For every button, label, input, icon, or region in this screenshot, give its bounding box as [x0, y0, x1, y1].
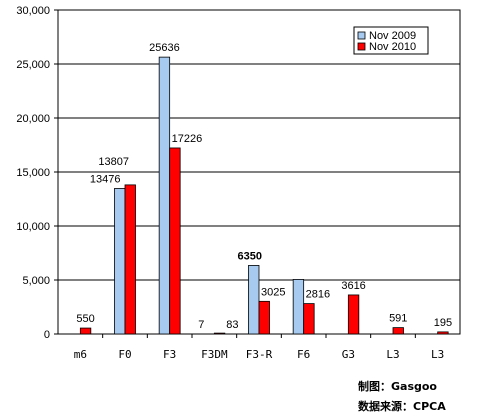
x-tick-label: L3 [386, 348, 399, 361]
x-tick-label: L3 [431, 348, 444, 361]
bars [79, 56, 449, 335]
bar [258, 300, 270, 335]
data-label: 3616 [341, 280, 365, 292]
x-tick-label: F0 [118, 348, 131, 361]
axes: 0 5,000 10,000 15,000 20,000 25,000 30,000 m6 F0… [16, 5, 444, 361]
bar [79, 327, 92, 335]
data-label: 3025 [261, 286, 285, 298]
y-tick-label: 5,000 [22, 275, 50, 287]
bar [347, 294, 360, 335]
data-label: 550 [76, 313, 94, 325]
data-label: 195 [434, 317, 452, 329]
data-source: 数据来源：CPCA [358, 400, 446, 413]
x-tick-label: F6 [297, 348, 310, 361]
legend-swatch [357, 31, 366, 40]
bar [437, 331, 449, 335]
bar [392, 327, 404, 335]
legend-label: Nov 2010 [369, 41, 416, 53]
x-tick-label: m6 [74, 348, 87, 361]
bar [292, 279, 305, 335]
x-tick-label: G3 [342, 348, 355, 361]
y-tick-label: 15,000 [16, 167, 50, 179]
data-label: 25636 [149, 42, 180, 54]
bar [124, 184, 136, 335]
bar [248, 265, 260, 335]
y-tick-label: 20,000 [16, 113, 50, 125]
data-label: 17226 [172, 133, 203, 145]
data-label: 13476 [90, 173, 121, 185]
data-labels: 550 13476 13807 25636 17226 7 83 6350 3025 2816 36… [76, 42, 452, 331]
y-tick-label: 10,000 [16, 221, 50, 233]
data-label: 2816 [306, 289, 330, 301]
data-label: 591 [389, 313, 407, 325]
data-label: 7 [198, 319, 204, 331]
legend-swatch [357, 42, 366, 51]
data-label: 6350 [238, 250, 262, 262]
data-label: 83 [226, 319, 238, 331]
legend-label: Nov 2009 [369, 30, 416, 42]
legend-box [353, 26, 429, 55]
y-tick-label: 30,000 [16, 5, 50, 17]
x-tick-label: F3DM [201, 348, 228, 361]
data-label: 13807 [98, 156, 129, 168]
x-tick-label: F3 [163, 348, 176, 361]
bar [213, 332, 226, 335]
bar [158, 56, 171, 335]
x-tick-label: F3-R [246, 348, 273, 361]
y-tick-label: 0 [44, 329, 50, 341]
bar [303, 303, 315, 335]
chart-credit: 制图：Gasgoo [358, 380, 437, 393]
y-tick-label: 25,000 [16, 59, 50, 71]
bar [114, 188, 126, 335]
bar [169, 147, 181, 335]
